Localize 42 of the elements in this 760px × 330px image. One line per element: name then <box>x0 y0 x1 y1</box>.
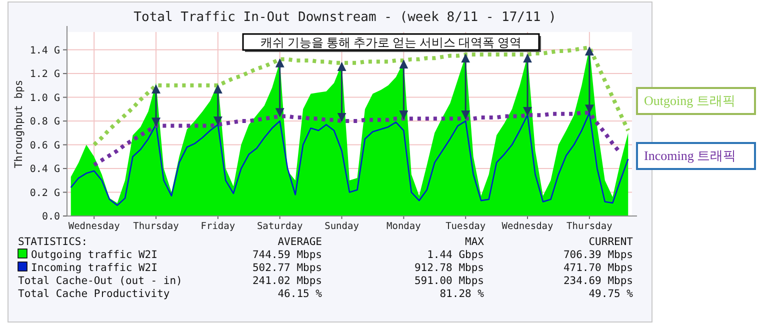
x-tick-label: Wednesday <box>68 221 120 232</box>
text: STATISTICS: <box>18 236 88 248</box>
y-tick-label: 0.6 G <box>30 140 60 152</box>
y-tick-label: 1.4 G <box>30 45 60 56</box>
text: 912.78 Mbps <box>414 262 484 274</box>
x-tick-label: Saturday <box>256 221 303 232</box>
text: 46.15 % <box>278 288 323 300</box>
text: 1.44 Gbps <box>427 249 484 261</box>
annotation: 캐쉬 기능을 통해 추가로 얻는 서비스 대역폭 영역 <box>260 36 522 50</box>
chart-title: Total Traffic In-Out Downstream - (week 8/11 - 17/11 ) <box>134 10 556 25</box>
text: 591.00 Mbps <box>414 275 484 287</box>
x-tick-label: Monday <box>386 221 422 232</box>
text: 81.28 % <box>440 288 485 300</box>
series-label: Outgoing 트래픽 <box>644 93 736 108</box>
text: 234.69 Mbps <box>563 275 633 287</box>
legend-label: Incoming traffic W2I <box>31 262 158 274</box>
legend-label: Outgoing traffic W2I <box>31 249 158 261</box>
x-tick-label: Thursday <box>566 221 613 232</box>
text: AVERAGE <box>278 236 322 248</box>
text: 471.70 Mbps <box>563 262 633 274</box>
y-tick-label: 0.4 G <box>30 164 60 176</box>
text: Total Cache Productivity <box>18 288 170 300</box>
y-tick-label: 0.0 <box>42 212 60 222</box>
y-axis-title: Throughput bps <box>13 80 25 168</box>
x-tick-label: Friday <box>200 221 236 232</box>
text: 706.39 Mbps <box>563 249 633 261</box>
text: 49.75 % <box>588 288 634 300</box>
text: 502.77 Mbps <box>252 262 322 274</box>
y-tick-label: 0.2 G <box>30 188 60 199</box>
text: 744.59 Mbps <box>252 249 322 261</box>
text: 241.02 Mbps <box>252 275 322 287</box>
y-tick-label: 0.8 G <box>30 116 60 128</box>
y-tick-label: 1.2 G <box>30 69 60 80</box>
x-tick-label: Tuesday <box>446 221 486 232</box>
text: CURRENT <box>588 236 634 248</box>
text: Total Cache-Out (out - in) <box>18 275 182 287</box>
x-tick-label: Wednesday <box>502 221 554 232</box>
series-label: Incoming 트래픽 <box>644 148 736 163</box>
y-tick-label: 1.0 G <box>30 92 60 104</box>
text: MAX <box>465 236 485 248</box>
x-tick-label: Sunday <box>324 221 360 232</box>
x-tick-label: Thursday <box>133 221 180 232</box>
